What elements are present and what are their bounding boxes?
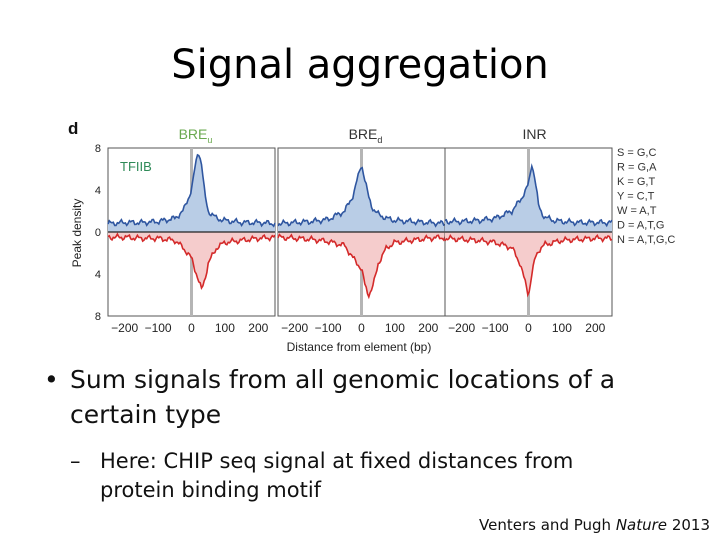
antisense-signal-area — [445, 232, 612, 295]
chip-seq-figure: d Peak density Distance from element (bp… — [68, 119, 675, 354]
y-tick-label: 8 — [95, 143, 101, 155]
y-tick-label: 4 — [95, 269, 101, 281]
sense-signal-area — [445, 166, 612, 232]
x-tick-label: 200 — [248, 321, 268, 335]
legend-entry: K = G,T — [617, 176, 655, 188]
legend-entry: N = A,T,G,C — [617, 234, 675, 246]
x-tick-label: 0 — [525, 321, 532, 335]
legend-entry: D = A,T,G — [617, 220, 664, 232]
citation-year: 2013 — [671, 516, 710, 534]
antisense-signal-line — [107, 232, 276, 291]
panel-label: INR — [522, 126, 546, 142]
y-tick-label: 4 — [95, 185, 101, 197]
sub-bullet-text: Here: CHIP seq signal at fixed distances… — [100, 449, 574, 502]
sense-signal-line — [107, 153, 276, 228]
sense-signal-line — [444, 163, 613, 228]
antisense-signal-line — [444, 233, 613, 298]
y-axis-label: Peak density — [70, 199, 84, 268]
x-tick-label: 0 — [188, 321, 195, 335]
bullet-marker: • — [44, 365, 59, 394]
bullet-text: Sum signals from all genomic locations o… — [70, 365, 616, 429]
x-tick-label: 200 — [585, 321, 605, 335]
y-tick-label: 8 — [95, 311, 101, 323]
antisense-signal-area — [108, 232, 275, 288]
y-tick-label: 0 — [95, 227, 101, 239]
sense-signal-line — [277, 166, 446, 228]
x-tick-label: −200 — [281, 321, 308, 335]
sub-bullet-marker: – — [70, 449, 81, 473]
x-tick-label: 100 — [385, 321, 405, 335]
antisense-signal-area — [278, 232, 445, 297]
x-tick-label: 200 — [418, 321, 438, 335]
x-tick-label: −100 — [145, 321, 172, 335]
panel-label: BREu — [179, 126, 213, 145]
citation: Venters and Pugh Nature 2013 — [479, 516, 710, 534]
factor-label: TFIIB — [120, 159, 152, 174]
x-tick-label: 0 — [358, 321, 365, 335]
x-tick-label: −100 — [482, 321, 509, 335]
x-axis-label: Distance from element (bp) — [287, 340, 432, 354]
citation-journal: Nature — [615, 516, 668, 534]
panel-label-subscript: d — [377, 135, 382, 145]
x-tick-label: −200 — [448, 321, 475, 335]
x-tick-label: 100 — [552, 321, 572, 335]
legend-entry: R = G,A — [617, 162, 657, 174]
x-tick-label: −100 — [315, 321, 342, 335]
x-tick-label: −200 — [111, 321, 138, 335]
legend-entry: S = G,C — [617, 147, 656, 159]
legend-entry: W = A,T — [617, 205, 657, 217]
slide-title: Signal aggregation — [171, 42, 549, 88]
panel-label-subscript: u — [207, 135, 212, 145]
sense-signal-area — [278, 167, 445, 232]
x-tick-label: 100 — [215, 321, 235, 335]
panel-label: BREd — [349, 126, 383, 145]
panel-letter: d — [68, 119, 78, 138]
citation-authors: Venters and Pugh — [479, 516, 612, 534]
legend-entry: Y = C,T — [617, 191, 655, 203]
antisense-signal-line — [277, 233, 446, 300]
